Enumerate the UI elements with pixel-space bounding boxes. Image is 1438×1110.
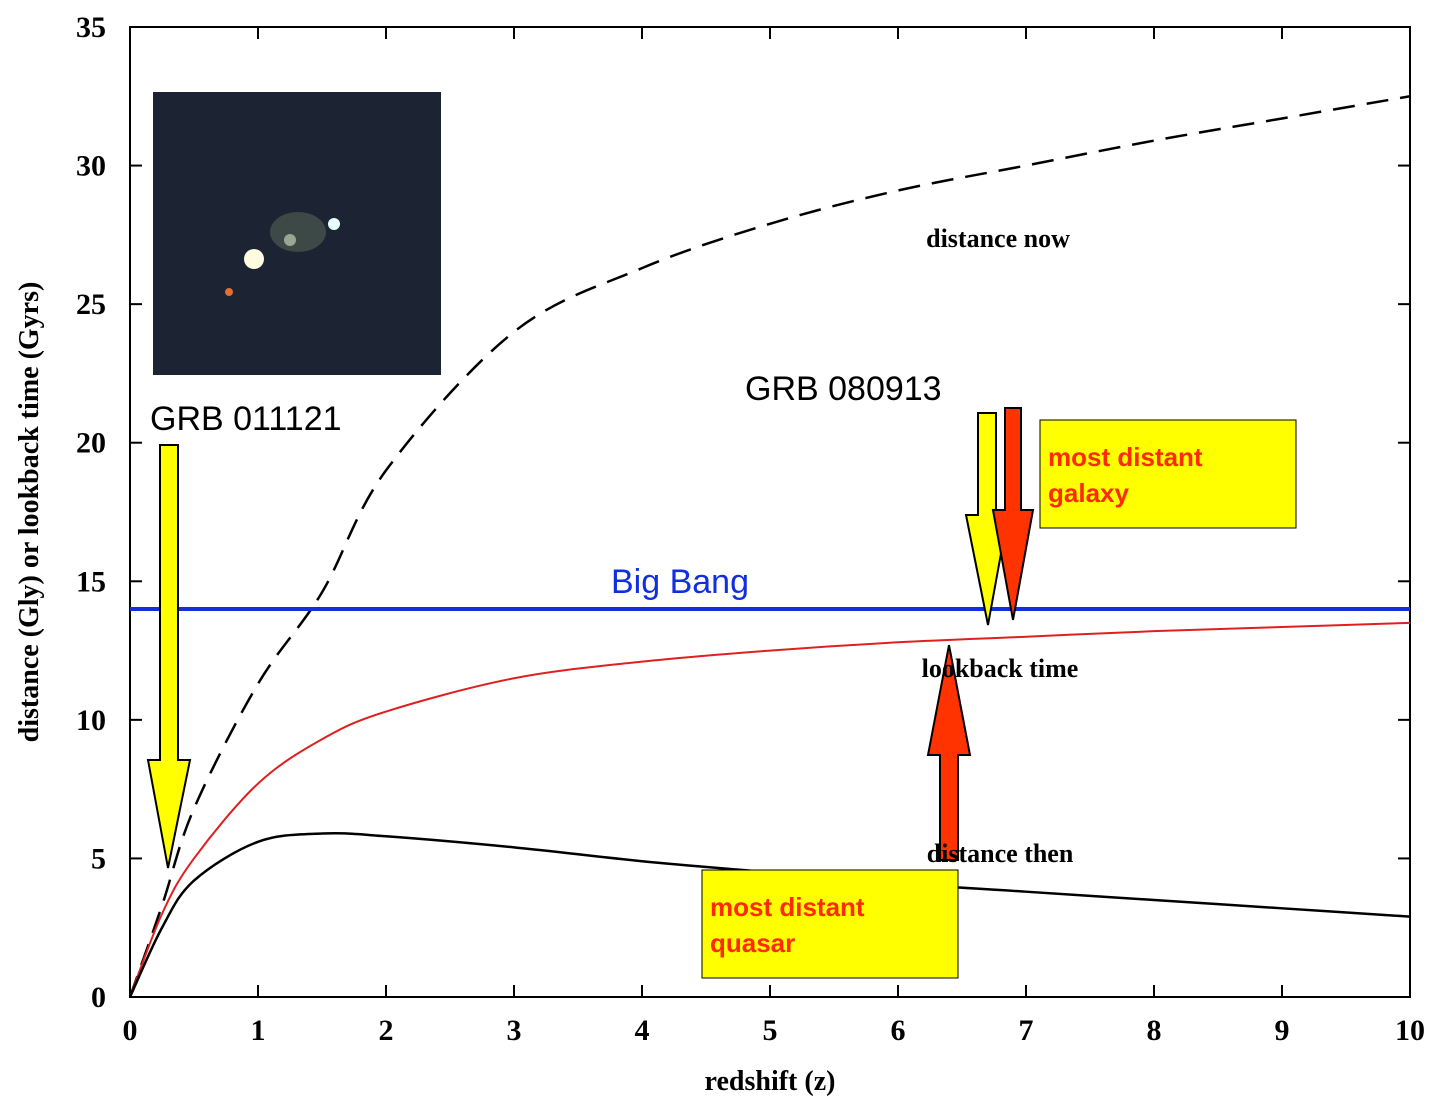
y-tick-label: 35: [76, 11, 106, 44]
x-tick-label: 4: [635, 1014, 650, 1047]
x-tick-label: 1: [251, 1014, 266, 1047]
y-tick-label: 20: [76, 427, 106, 460]
annotation: galaxy: [1048, 478, 1129, 508]
series-line: [128, 831, 1411, 998]
inset-image: [153, 92, 441, 375]
y-axis-label: distance (Gly) or lookback time (Gyrs): [14, 282, 45, 743]
x-tick-label: 7: [1019, 1014, 1034, 1047]
series-line: [129, 621, 1411, 998]
x-tick-label: 0: [123, 1014, 138, 1047]
x-axis-label: redshift (z): [705, 1066, 836, 1097]
series-line: [128, 95, 1411, 998]
y-tick-label: 0: [91, 981, 106, 1014]
x-tick-label: 6: [891, 1014, 906, 1047]
annotation: GRB 080913: [745, 370, 942, 408]
annotation: most distant: [710, 892, 865, 922]
x-tick-label: 8: [1147, 1014, 1162, 1047]
x-tick-label: 3: [507, 1014, 522, 1047]
x-tick-label: 2: [379, 1014, 394, 1047]
series-label: distance then: [927, 839, 1074, 868]
series-label: Big Bang: [611, 563, 749, 601]
annotation-box: [1039, 419, 1297, 529]
annotation: quasar: [710, 928, 795, 958]
x-tick-label: 5: [763, 1014, 778, 1047]
x-tick-label: 9: [1275, 1014, 1290, 1047]
x-tick-label: 10: [1395, 1014, 1425, 1047]
y-tick-label: 10: [76, 704, 106, 737]
annotation-box: [701, 869, 959, 979]
annotation: GRB 011121: [150, 400, 342, 438]
y-tick-label: 5: [91, 842, 106, 875]
series-label: lookback time: [922, 654, 1079, 683]
series-label: distance now: [926, 224, 1070, 253]
annotation: most distant: [1048, 442, 1203, 472]
y-tick-label: 25: [76, 288, 106, 321]
y-tick-label: 15: [76, 565, 106, 598]
arrows: [146, 407, 1035, 869]
y-tick-label: 30: [76, 150, 106, 183]
